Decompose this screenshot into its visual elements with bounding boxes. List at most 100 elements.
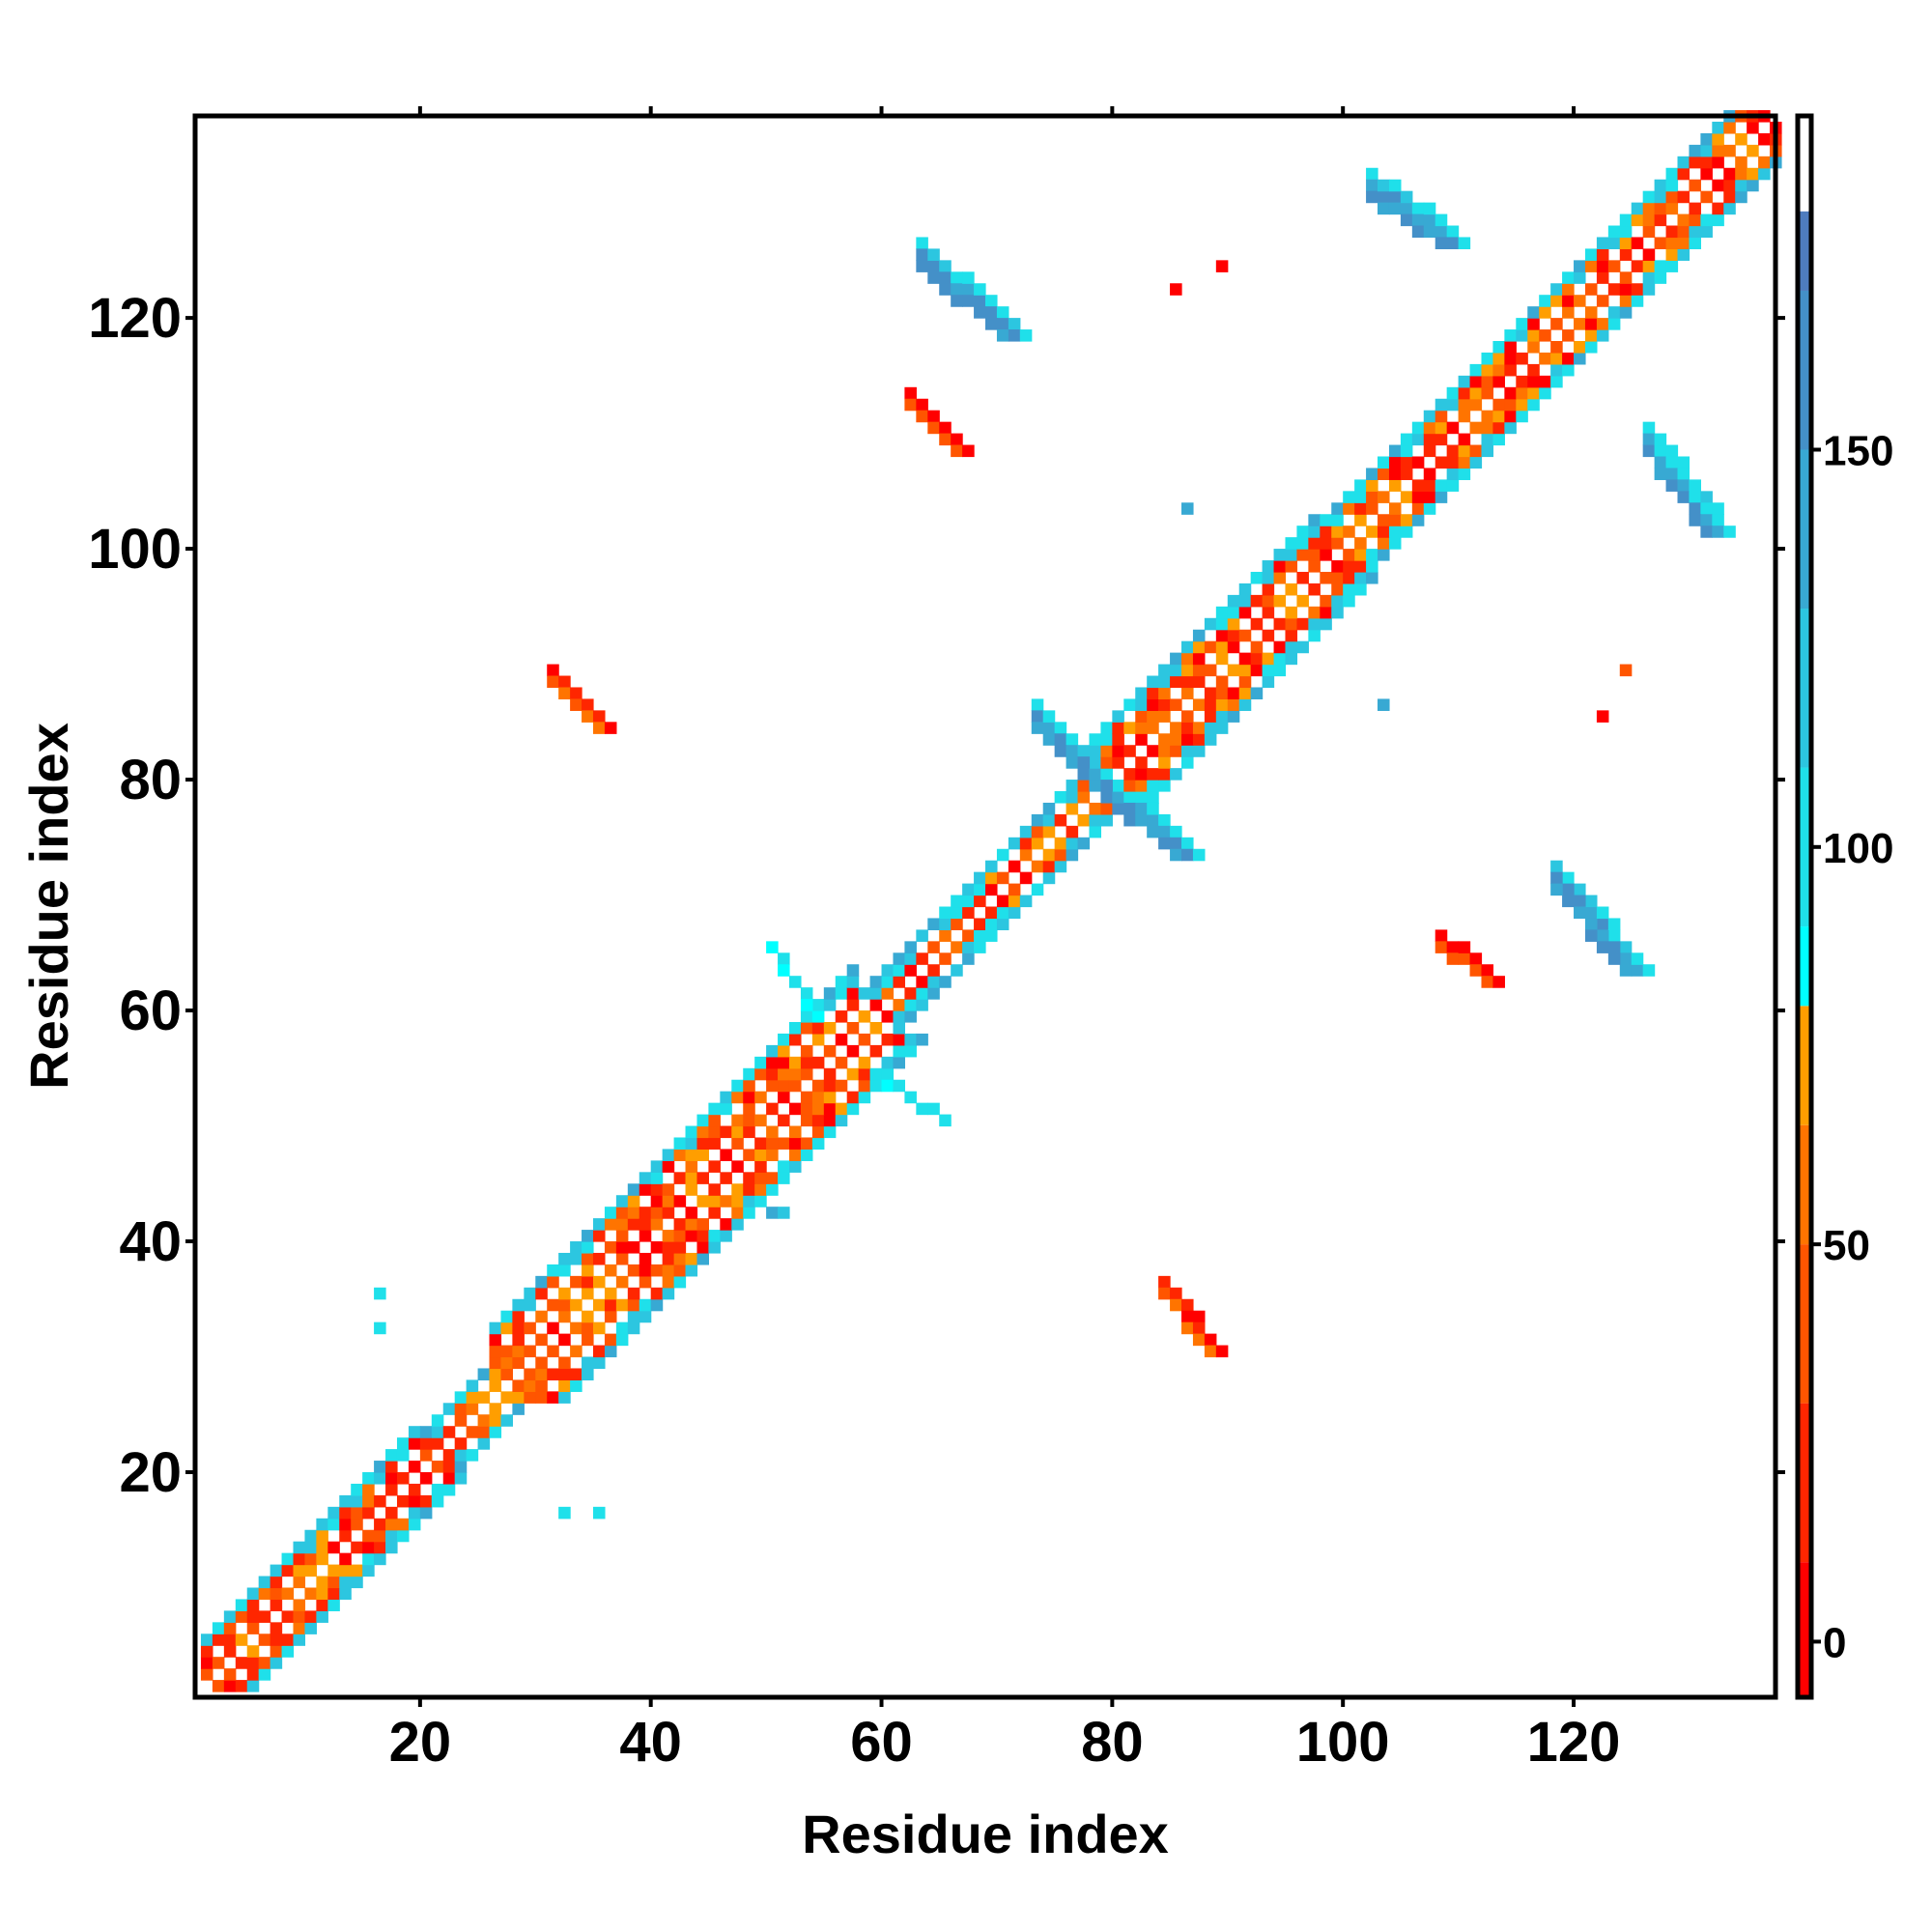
heatmap-cell bbox=[1158, 825, 1171, 838]
heatmap-cell bbox=[1238, 606, 1252, 619]
heatmap-cell bbox=[1077, 791, 1091, 804]
heatmap-cell bbox=[1400, 202, 1413, 215]
heatmap-cell bbox=[754, 1114, 767, 1127]
heatmap-cell bbox=[811, 1021, 825, 1035]
heatmap-cell bbox=[396, 1472, 410, 1485]
heatmap-cell bbox=[1435, 237, 1448, 250]
heatmap-cell bbox=[558, 1298, 571, 1312]
heatmap-cell bbox=[996, 918, 1009, 930]
heatmap-cell bbox=[1665, 225, 1679, 239]
heatmap-cell bbox=[778, 1033, 790, 1046]
heatmap-cell bbox=[1712, 202, 1724, 215]
heatmap-cell bbox=[1550, 283, 1563, 296]
heatmap-cell bbox=[916, 987, 928, 1000]
heatmap-cell bbox=[639, 1230, 652, 1242]
heatmap-cell bbox=[1481, 444, 1494, 458]
heatmap-cell bbox=[893, 1079, 906, 1093]
heatmap-cell bbox=[1031, 883, 1044, 896]
heatmap-cell bbox=[524, 1321, 536, 1335]
heatmap-cell bbox=[1631, 237, 1644, 250]
heatmap-cell bbox=[246, 1622, 260, 1634]
heatmap-cell bbox=[1262, 582, 1275, 596]
heatmap-cell bbox=[1700, 225, 1713, 239]
heatmap-cell bbox=[1273, 664, 1287, 677]
heatmap-cell bbox=[1689, 502, 1701, 515]
heatmap-cell bbox=[1435, 421, 1448, 435]
heatmap-cell bbox=[1331, 514, 1344, 526]
heatmap-cell bbox=[582, 1264, 594, 1277]
heatmap-cell bbox=[1031, 722, 1044, 734]
heatmap-cell bbox=[788, 1033, 802, 1046]
heatmap-cell bbox=[662, 1149, 675, 1161]
heatmap-cell bbox=[1700, 526, 1713, 538]
heatmap-cell bbox=[419, 1494, 433, 1508]
x-axis-ticks: 20 40 60 80 100 120 bbox=[389, 106, 1621, 1774]
heatmap-cell bbox=[996, 906, 1009, 920]
heatmap-cell bbox=[1758, 156, 1771, 169]
heatmap-cell bbox=[627, 1195, 640, 1208]
heatmap-cell bbox=[351, 1541, 363, 1554]
heatmap-cell bbox=[1458, 398, 1471, 412]
heatmap-cell bbox=[1181, 502, 1194, 515]
heatmap-cell bbox=[1550, 871, 1563, 885]
heatmap-cell bbox=[362, 1529, 375, 1543]
heatmap-cell bbox=[778, 952, 790, 965]
heatmap-cell bbox=[811, 1114, 825, 1127]
heatmap-cell bbox=[385, 1529, 398, 1543]
heatmap-cell bbox=[1584, 248, 1598, 261]
heatmap-cell bbox=[1238, 652, 1252, 666]
heatmap-cell bbox=[927, 421, 940, 435]
heatmap-cell bbox=[1158, 837, 1171, 850]
heatmap-cell bbox=[396, 1449, 410, 1462]
heatmap-cell bbox=[246, 1645, 260, 1658]
heatmap-cell bbox=[489, 1414, 502, 1427]
heatmap-cell bbox=[351, 1518, 363, 1531]
heatmap-cell bbox=[1147, 768, 1159, 781]
heatmap-cell bbox=[1631, 964, 1644, 977]
heatmap-cell bbox=[1400, 491, 1413, 503]
heatmap-cell bbox=[1343, 582, 1355, 596]
heatmap-cell bbox=[477, 1437, 491, 1450]
heatmap-cell bbox=[316, 1552, 328, 1566]
heatmap-cell bbox=[1366, 167, 1378, 181]
heatmap-cell bbox=[662, 1241, 675, 1254]
heatmap-cell bbox=[1296, 617, 1309, 631]
heatmap-cell bbox=[1135, 756, 1148, 769]
heatmap-cell bbox=[1170, 722, 1182, 734]
heatmap-cell bbox=[351, 1576, 363, 1589]
heatmap-cell bbox=[893, 976, 906, 988]
heatmap-cell bbox=[743, 1207, 755, 1219]
heatmap-cell bbox=[881, 1056, 895, 1069]
heatmap-cell bbox=[535, 1310, 548, 1323]
heatmap-cell bbox=[1607, 260, 1621, 272]
heatmap-cell bbox=[582, 1241, 594, 1254]
heatmap-cell bbox=[1054, 791, 1067, 804]
heatmap-cell bbox=[1181, 848, 1194, 862]
heatmap-cell bbox=[858, 1079, 871, 1093]
heatmap-cell bbox=[754, 1137, 767, 1151]
heatmap-cell bbox=[582, 1368, 594, 1381]
heatmap-cell bbox=[1100, 756, 1113, 769]
heatmap-cell bbox=[1042, 860, 1056, 873]
heatmap-cell bbox=[1723, 526, 1736, 538]
heatmap-cell bbox=[1481, 410, 1494, 423]
heatmap-cell bbox=[1469, 952, 1483, 965]
heatmap-cell bbox=[916, 398, 928, 412]
heatmap-cell bbox=[374, 1529, 386, 1543]
heatmap-cell bbox=[985, 883, 998, 896]
heatmap-cell bbox=[385, 1541, 398, 1554]
heatmap-cell bbox=[547, 1391, 559, 1404]
heatmap-cell bbox=[1689, 144, 1701, 157]
heatmap-cell bbox=[1308, 526, 1321, 538]
heatmap-cell bbox=[615, 1207, 629, 1219]
x-tick-label: 120 bbox=[1527, 1711, 1621, 1774]
heatmap-cell bbox=[547, 675, 559, 689]
heatmap-cell bbox=[442, 1461, 456, 1473]
heatmap-cell bbox=[708, 1114, 721, 1127]
heatmap-cell bbox=[639, 1183, 652, 1196]
heatmap-cell bbox=[1423, 433, 1436, 446]
heatmap-cell bbox=[1227, 687, 1240, 700]
heatmap-cell bbox=[1516, 386, 1528, 400]
heatmap-cell bbox=[1469, 386, 1483, 400]
heatmap-cell bbox=[800, 1021, 813, 1035]
